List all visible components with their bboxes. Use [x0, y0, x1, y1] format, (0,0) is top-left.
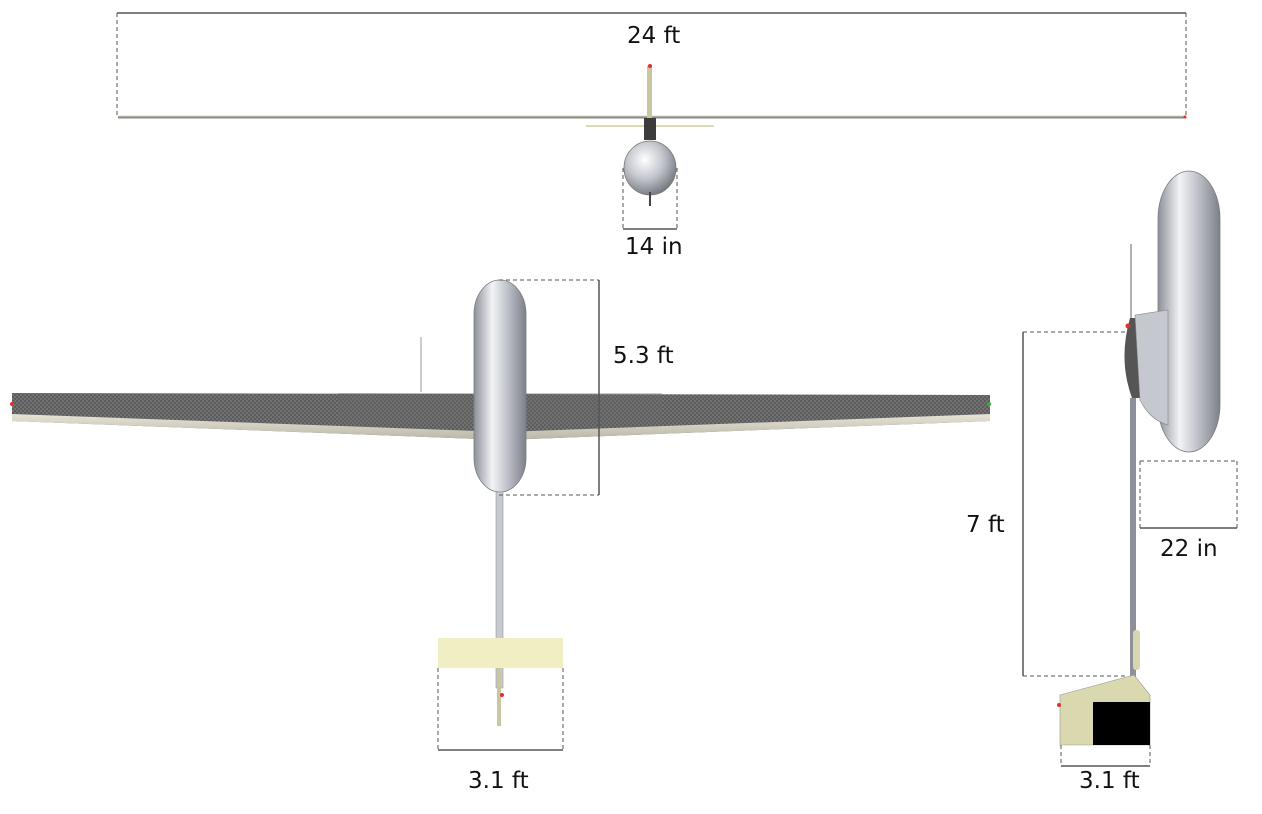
top-horizontal-tail — [438, 638, 563, 668]
side-boom-fairing — [1133, 630, 1140, 670]
top-right-tip-marker — [987, 402, 991, 406]
pod-height-label: 22 in — [1160, 536, 1218, 562]
side-tail-marker — [1057, 703, 1061, 707]
front-pylon — [644, 118, 656, 140]
side-wing-root — [1134, 309, 1169, 426]
boom-length-label: 7 ft — [966, 512, 1005, 538]
top-view — [10, 279, 991, 726]
front-fin-tip-marker — [648, 64, 652, 68]
front-wing-tip-marker — [1183, 115, 1187, 119]
tail-span-dimension — [437, 668, 564, 751]
side-nose-marker — [1125, 323, 1131, 329]
top-vertical-fin — [497, 668, 501, 726]
tail-height-dimension — [1060, 745, 1151, 767]
front-vertical-fin — [647, 66, 652, 118]
side-view — [1057, 170, 1221, 746]
pod-height-dimension — [1139, 460, 1238, 529]
wingspan-label: 24 ft — [627, 23, 681, 49]
boom-length-dimension — [1022, 331, 1128, 677]
tail-span-label: 3.1 ft — [468, 768, 529, 794]
side-tail-boom — [1130, 398, 1136, 688]
front-fuselage — [623, 140, 677, 196]
front-view — [118, 64, 1187, 206]
top-left-tip-marker — [10, 402, 14, 406]
pod-length-label: 5.3 ft — [613, 343, 674, 369]
fuselage-width-label: 14 in — [625, 234, 683, 260]
top-fuselage-pod — [473, 279, 527, 493]
wingspan-dimension — [116, 12, 1187, 116]
side-tail-dark-panel — [1093, 702, 1150, 745]
tail-height-label: 3.1 ft — [1079, 768, 1140, 794]
pod-length-dimension — [499, 279, 600, 496]
top-fin-marker — [500, 693, 504, 697]
fuselage-width-dimension — [622, 168, 678, 230]
